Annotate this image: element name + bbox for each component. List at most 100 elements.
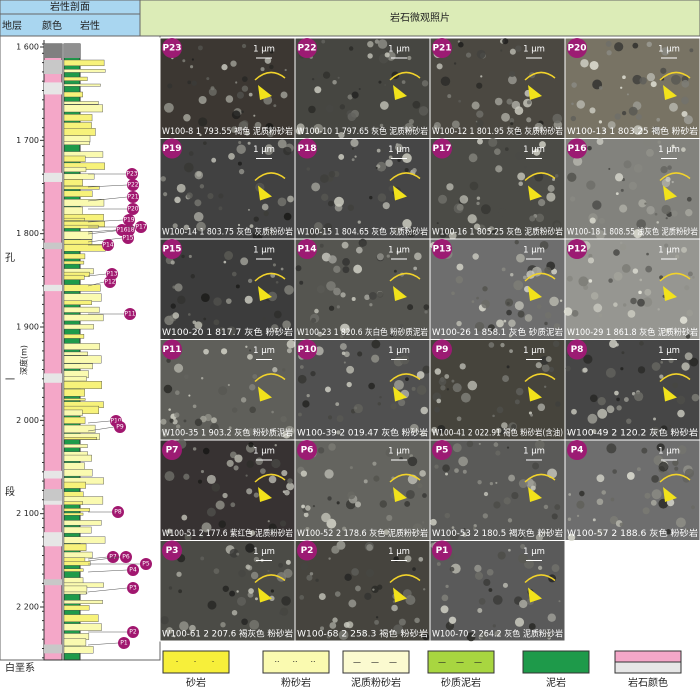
grain	[305, 526, 310, 532]
grain	[347, 94, 353, 100]
grain	[358, 238, 367, 247]
grain	[377, 39, 388, 49]
grain	[520, 543, 526, 550]
grain	[526, 100, 532, 105]
scale-label: 1 μm	[253, 346, 275, 356]
lithology-band	[63, 76, 88, 81]
photo-panel: 1 μm P21 W100-12 1 801.95 灰色 灰质粉砂岩	[429, 37, 566, 139]
grain	[211, 157, 217, 163]
grain	[393, 624, 404, 635]
grain	[328, 255, 337, 264]
arrow-curve	[254, 473, 286, 483]
grain	[341, 351, 346, 356]
grain	[160, 418, 167, 425]
grain	[612, 469, 617, 474]
grain	[404, 167, 409, 173]
legend-pattern: —	[456, 658, 464, 667]
grain	[284, 425, 295, 436]
grain	[654, 212, 658, 216]
scale-label: 1 μm	[523, 45, 545, 55]
grain	[660, 425, 668, 433]
lithology-band	[63, 135, 91, 143]
grain	[326, 281, 336, 291]
grain	[267, 291, 278, 302]
grain	[223, 260, 227, 264]
grain	[268, 475, 277, 484]
grain	[188, 394, 191, 397]
photo-id: P4	[571, 446, 584, 456]
arrow-curve	[389, 272, 421, 282]
grain	[240, 397, 247, 403]
grain	[476, 110, 484, 118]
arrow-curve	[659, 71, 691, 81]
photo-caption: W100-70 2 264.2 灰色 泥质粉砂岩	[432, 629, 563, 640]
grain	[375, 166, 378, 169]
grain	[374, 619, 379, 625]
grain	[458, 99, 461, 103]
photo-caption: W100-49 2 120.2 灰色 粉砂岩	[567, 428, 699, 439]
grain	[616, 397, 620, 402]
grain	[488, 588, 493, 592]
grain	[182, 59, 186, 63]
sample-leader	[87, 587, 128, 593]
grain	[348, 599, 357, 608]
grain	[543, 504, 549, 510]
grain	[462, 469, 467, 474]
photo-panel: 1 μm P8 W100-49 2 120.2 灰色 粉砂岩	[564, 339, 700, 441]
sample-marker	[127, 564, 139, 576]
grain	[324, 386, 331, 393]
grain	[183, 224, 190, 231]
lithology-band	[63, 638, 87, 647]
grain	[355, 585, 361, 592]
grain	[472, 253, 479, 260]
grain	[200, 556, 205, 561]
grain	[478, 598, 486, 605]
grain	[284, 489, 290, 496]
grain	[231, 407, 238, 413]
grain	[451, 120, 460, 129]
grain	[452, 443, 462, 453]
grain	[571, 102, 574, 106]
color-band	[44, 579, 62, 586]
lithology-band	[63, 260, 85, 265]
grain	[327, 415, 333, 420]
grain	[441, 594, 449, 602]
grain	[254, 121, 262, 129]
sample-marker-label: P5	[142, 561, 150, 568]
grain	[379, 101, 389, 110]
lithology-band	[63, 199, 105, 207]
grain	[353, 403, 363, 414]
grain	[385, 159, 393, 167]
arrow-head	[663, 185, 677, 201]
grain	[661, 204, 671, 215]
grain	[476, 82, 483, 89]
grain	[502, 582, 508, 588]
grain	[321, 512, 331, 523]
grain	[544, 629, 554, 639]
grain	[492, 414, 495, 418]
depth-tick-label: 1 600	[16, 43, 39, 52]
grain	[665, 529, 672, 535]
grain	[407, 304, 414, 311]
grain	[228, 152, 235, 160]
grain	[613, 249, 620, 256]
photo-caption: W100-14 1 803.75 灰色 灰质粉砂岩	[162, 227, 293, 238]
grain	[436, 63, 443, 70]
arrow-curve	[389, 172, 421, 182]
photo-id: P5	[436, 446, 449, 456]
lithology-band	[63, 381, 102, 389]
grain	[471, 300, 475, 303]
sample-marker	[127, 582, 139, 594]
grain	[409, 423, 419, 433]
grain	[248, 442, 254, 448]
grain	[196, 221, 206, 232]
sample-marker-label: P11	[124, 311, 135, 318]
sample-leader	[87, 219, 124, 223]
grain	[483, 491, 489, 497]
grain	[571, 310, 579, 317]
photo-badge	[432, 540, 452, 561]
grain	[202, 447, 210, 455]
grain	[282, 368, 286, 372]
photo-id: P23	[162, 44, 181, 54]
grain	[286, 340, 296, 349]
